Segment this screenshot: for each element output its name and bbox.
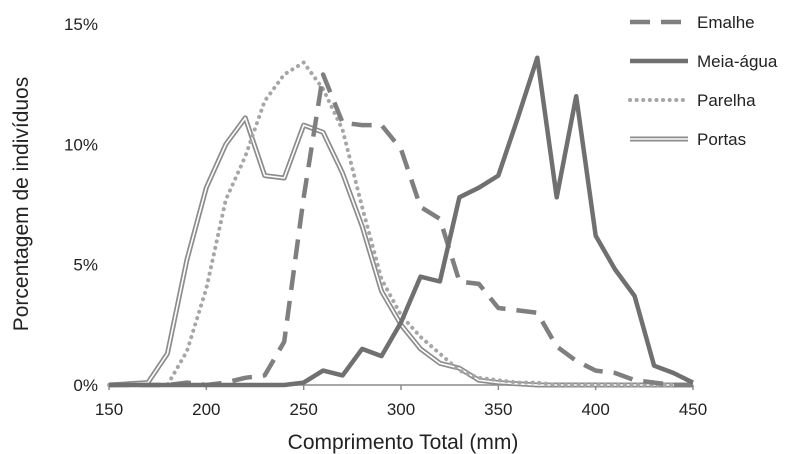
legend-label-meia-agua: Meia-água bbox=[697, 52, 778, 71]
tick-labels: 150 200 250 300 350 400 450 0% 5% 10% 15% bbox=[64, 15, 707, 419]
y-tick-label: 5% bbox=[73, 256, 98, 275]
x-axis-title: Comprimento Total (mm) bbox=[288, 431, 519, 454]
x-tick-label: 250 bbox=[289, 400, 317, 419]
legend-item-portas: Portas bbox=[630, 130, 746, 149]
x-tick-label: 350 bbox=[484, 400, 512, 419]
legend-item-parelha: Parelha bbox=[628, 91, 756, 110]
x-tick-label: 400 bbox=[581, 400, 609, 419]
series-line-meia-agua bbox=[109, 55, 694, 388]
x-tick-label: 150 bbox=[95, 400, 123, 419]
y-tick-label: 10% bbox=[64, 135, 98, 154]
legend-item-meia-agua: Meia-água bbox=[630, 52, 778, 71]
legend-item-emalhe: Emalhe bbox=[630, 13, 755, 32]
x-tick-label: 300 bbox=[387, 400, 415, 419]
legend-label-emalhe: Emalhe bbox=[697, 13, 755, 32]
x-tick-label: 200 bbox=[192, 400, 220, 419]
y-axis-title: Porcentagem de indivíduos bbox=[10, 77, 33, 332]
legend-label-portas: Portas bbox=[697, 130, 746, 149]
legend-label-parelha: Parelha bbox=[697, 91, 756, 110]
x-tick-label: 450 bbox=[679, 400, 707, 419]
y-tick-label: 15% bbox=[64, 15, 98, 34]
y-tick-label: 0% bbox=[73, 376, 98, 395]
legend: Emalhe Meia-água Parelha Portas bbox=[628, 13, 778, 149]
series-lines bbox=[107, 55, 695, 388]
